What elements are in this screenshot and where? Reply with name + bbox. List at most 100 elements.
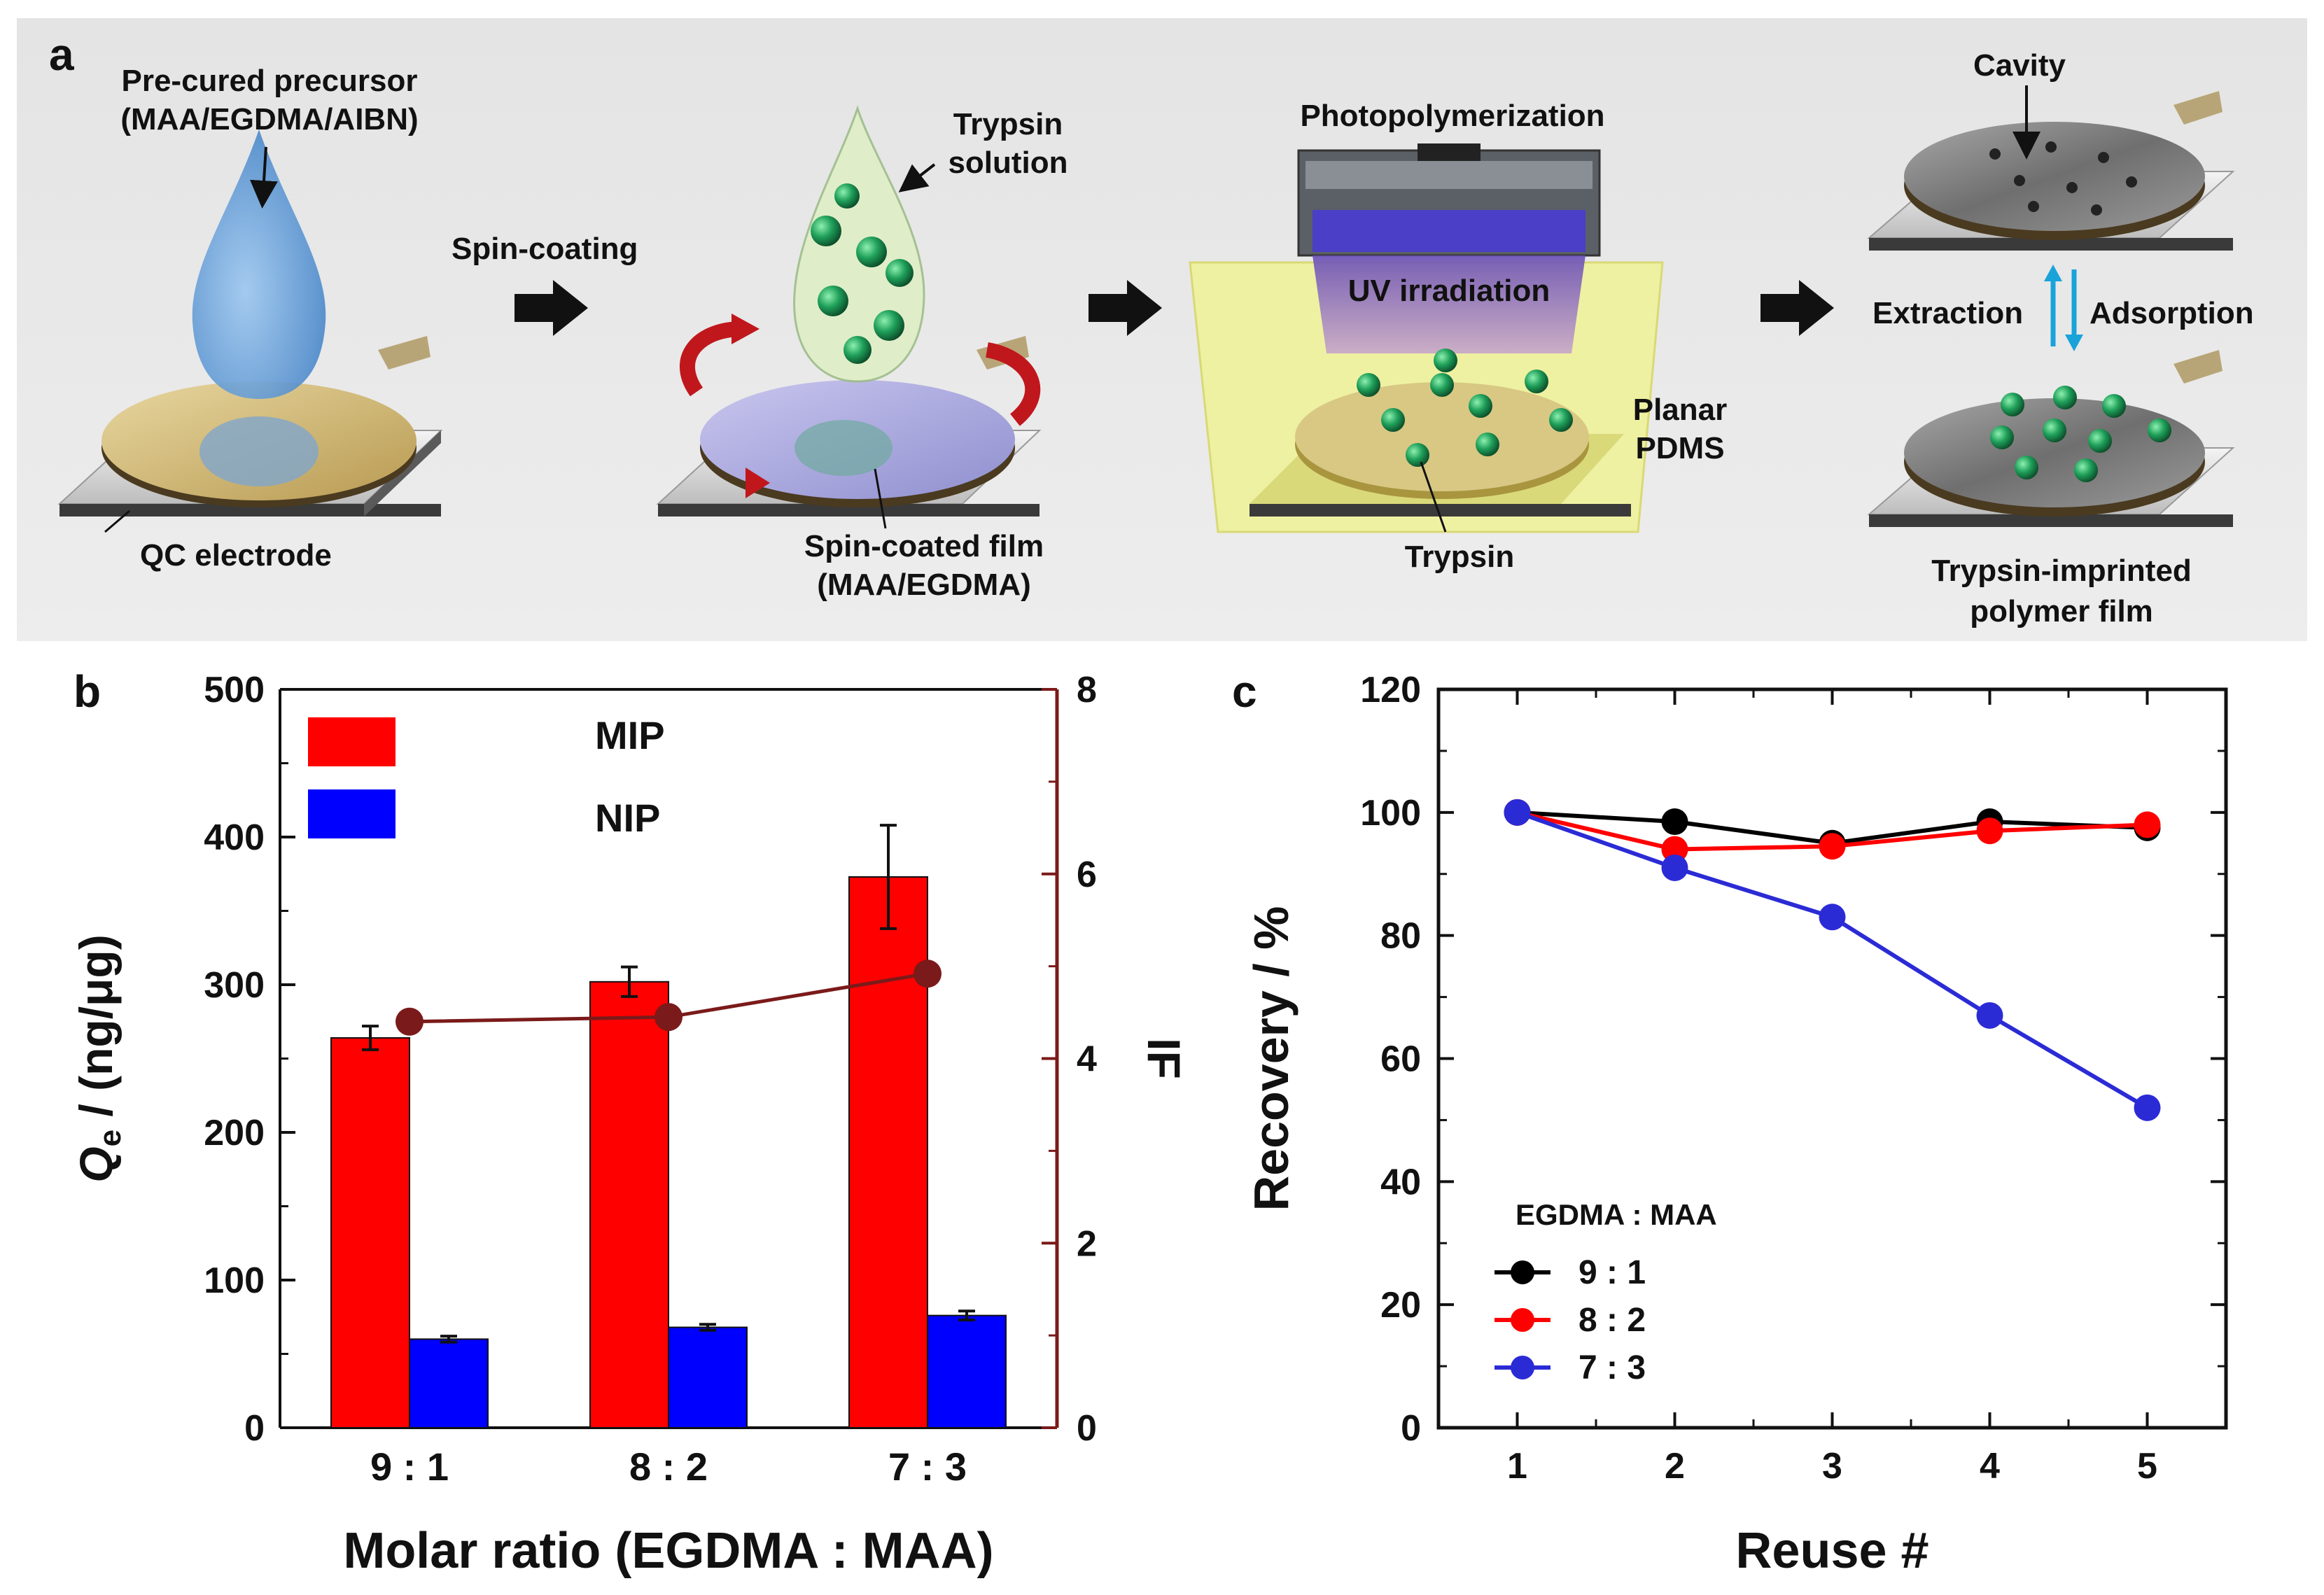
spin-arrow-right [985,342,1041,426]
y-tick-label: 60 [1380,1039,1421,1080]
legend-marker [1511,1308,1534,1332]
trypsin-ball [1434,349,1457,372]
trypsin-pointer [1420,461,1447,533]
panel-a-label: a [49,29,74,80]
step2-spin-coating: Trypsin solution Spin-coated film (MAA/E… [656,105,1068,602]
electrode-tab [378,336,430,370]
drop-puddle [200,416,318,486]
qc-pointer [104,510,130,533]
cavity-dot [2066,182,2078,193]
x-tick-label: 3 [1822,1446,1842,1487]
panel-c-ylabel: Recovery / % [1244,906,1298,1211]
trypsin-ball [2102,394,2126,418]
nip-bar [668,1326,748,1429]
arrow-3-shape [1760,280,1834,336]
uv-irradiation-label: UV irradiation [1348,274,1550,308]
legend-mip-swatch [308,717,396,766]
y-tick-label: 100 [1360,793,1421,834]
x-tick-label: 9 : 1 [370,1445,449,1489]
electrode-tab-4a [2174,91,2222,125]
cavity-dot [1989,148,2001,160]
legend-title: EGDMA : MAA [1516,1198,1717,1231]
ylabel-sub: e [93,1130,127,1146]
adsorption-label: Adsorption [2090,296,2254,330]
plate-edge [59,504,441,517]
series-point-1 [1661,808,1688,836]
trypsin-ball [2043,419,2066,442]
x-tick-label: 8 : 2 [629,1445,708,1489]
panel-b-label: b [74,666,101,717]
x-tick-label: 5 [2137,1446,2157,1487]
step4-imprinted-film: Cavity Extraction Adsorption Trypsin-imp… [1867,48,2254,628]
trypsin-ball [886,259,913,287]
spin-film-line2: (MAA/EGDMA) [817,568,1031,602]
panel-c-label: c [1232,666,1257,717]
panel-c: c 0 20 40 60 80 100 120 1 2 3 4 5 9 : 1 8 : 2 7 : 3 EG… [1232,666,2228,1579]
trypsin-solution-line2: solution [948,146,1068,180]
polymer-film-4a [1904,122,2205,231]
y2-tick-label: 0 [1077,1408,1097,1449]
if-point [654,1003,682,1032]
spin-film-line1: Spin-coated film [804,529,1044,563]
panel-b-plot-area: 0 100 200 300 400 500 0 2 4 6 8 9 : 1 8 : 2 7 : 3 [204,670,1097,1489]
extraction-arrowhead [2044,265,2062,281]
y-tick-label: 0 [244,1408,265,1449]
series-point-3 [1504,799,1531,826]
trypsin-ball [1430,373,1454,397]
mip-bar [330,1037,410,1428]
panel-a-background [17,18,2307,641]
pdms-label-line2: PDMS [1635,431,1724,465]
mip-bar [589,981,669,1428]
trypsin-ball [2148,419,2171,442]
plate-edge-4a [1869,238,2233,251]
legend-marker [1511,1356,1534,1379]
cavity-dot [2014,175,2025,186]
process-arrow-1: Spin-coating [451,232,638,336]
trypsin-ball [1381,408,1405,432]
legend-label: 8 : 2 [1578,1302,1646,1339]
spin-arrowhead-bottom [746,468,770,498]
trypsin-ball [818,286,848,316]
uv-lamp-window [1312,210,1586,252]
nip-bar [409,1338,489,1429]
x-tick-label: 1 [1507,1446,1527,1487]
adsorption-arrowhead [2065,335,2083,351]
trypsin-ball [1525,370,1548,393]
step1-qc-electrode: Pre-cured precursor (MAA/EGDMA/AIBN) QC … [57,64,443,572]
y-tick-label: 300 [204,965,265,1006]
legend-label: 7 : 3 [1578,1349,1646,1386]
precursor-drop [192,129,326,399]
panel-c-xlabel: Reuse # [1735,1523,1928,1579]
gold-film-3 [1295,382,1589,491]
film-puddle [794,420,892,476]
y-tick-label: 400 [204,817,265,858]
trypsin-label: Trypsin [1405,540,1515,574]
cavity-dot [2126,176,2137,188]
if-point [396,1007,424,1036]
panel-b: b 0 100 200 300 400 500 0 2 4 6 8 9 : 1 8 : 2 7 : 3 M… [70,666,1190,1579]
series-point-2 [2134,811,2161,838]
y2-tick-label: 8 [1077,670,1097,710]
trypsin-ball [1406,443,1429,467]
series-point-3 [1661,854,1688,881]
trypsin-ball [2074,458,2098,482]
trypsin-ball [1476,433,1499,456]
panel-b-y2label: IF [1138,1038,1190,1079]
plot-frame [1436,687,2228,1430]
y-tick-label: 120 [1360,670,1421,710]
trypsin-ball [1357,373,1380,397]
pdms-label-line1: Planar [1633,393,1728,427]
plate-edge-3 [1250,504,1631,517]
series-point-3 [1819,904,1846,931]
trypsin-ball [811,216,841,246]
trypsin-ball [834,183,860,209]
arrow-1-shape [514,280,588,336]
precursor-pointer [250,146,278,209]
uv-lamp-stripe [1306,161,1592,189]
trypsin-ball [1469,394,1492,418]
extraction-label: Extraction [1872,296,2023,330]
trypsin-ball [1990,426,2014,449]
cavity-dot [2045,141,2057,153]
qc-electrode-label: QC electrode [140,538,332,572]
